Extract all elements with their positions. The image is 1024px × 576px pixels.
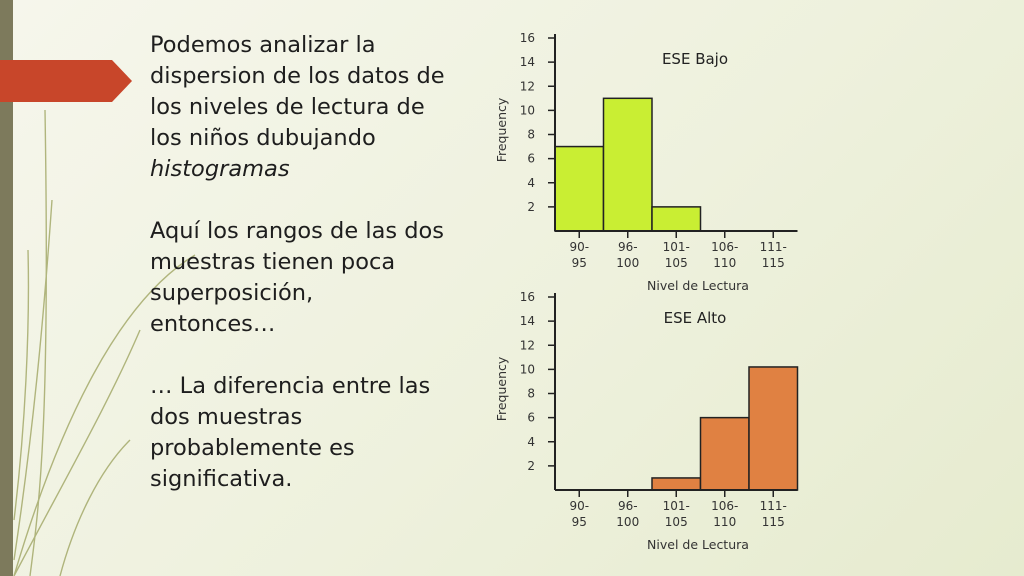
bajo-bar-1 bbox=[602, 97, 653, 232]
alto-ytick-label-3: 8 bbox=[527, 387, 535, 401]
alto-bar-3 bbox=[699, 416, 750, 491]
alto-ytick-label-4: 10 bbox=[520, 362, 535, 376]
alto-ytick-label-1: 4 bbox=[527, 435, 535, 449]
bajo-ytick-label-4: 10 bbox=[520, 103, 535, 117]
histogram-ese-bajo: 2 4 6 8 10 12 14 16 90-95 96-100 101-105 106-110 111… bbox=[480, 28, 798, 300]
alto-title: ESE Alto bbox=[664, 309, 727, 327]
paragraph-1-emphasis: histogramas bbox=[150, 156, 290, 182]
bajo-ytick-label-7: 16 bbox=[520, 31, 535, 45]
bajo-ytick-label-6: 14 bbox=[520, 55, 535, 69]
sidebar-stripe bbox=[0, 0, 13, 576]
alto-bar-4 bbox=[748, 366, 799, 491]
bajo-xtick-label-1: 96-100 bbox=[616, 240, 639, 270]
histogram-ese-alto: 2 4 6 8 10 12 14 16 90-95 96-100 101-105 106-110 111… bbox=[480, 287, 799, 559]
bajo-ytick-label-2: 6 bbox=[527, 152, 535, 166]
bajo-bar-2 bbox=[651, 206, 702, 232]
alto-ytick-label-7: 16 bbox=[520, 290, 535, 304]
alto-xlabel: Nivel de Lectura bbox=[647, 537, 749, 552]
bajo-ytick-label-3: 8 bbox=[527, 128, 535, 142]
histogram-ese-alto-svg: 2 4 6 8 10 12 14 16 90-95 96-100 101-105 106-110 111… bbox=[494, 290, 799, 552]
bajo-xtick-label-3: 106-110 bbox=[711, 240, 738, 270]
bajo-ytick-label-0: 2 bbox=[527, 200, 535, 214]
alto-ylabel: Frequency bbox=[494, 356, 509, 421]
bajo-xtick-label-2: 101-105 bbox=[663, 240, 690, 270]
bajo-ylabel: Frequency bbox=[494, 97, 509, 162]
bajo-xlabel: Nivel de Lectura bbox=[647, 278, 749, 293]
alto-xtick-label-3: 106-110 bbox=[711, 499, 738, 529]
bajo-title: ESE Bajo bbox=[662, 50, 728, 68]
bajo-ytick-label-1: 4 bbox=[527, 176, 535, 190]
paragraph-3: … La diferencia entre las dos muestras p… bbox=[150, 373, 431, 492]
paragraph-1-text: Podemos analizar la dispersion de los da… bbox=[150, 32, 445, 151]
title-accent-arrow bbox=[0, 60, 132, 102]
histogram-ese-bajo-svg: 2 4 6 8 10 12 14 16 90-95 96-100 101-105 106-110 111… bbox=[494, 31, 798, 293]
alto-xtick-label-1: 96-100 bbox=[616, 499, 639, 529]
paragraph-2: Aquí los rangos de las dos muestras tien… bbox=[150, 218, 445, 337]
paragraph-1: Podemos analizar la dispersion de los da… bbox=[150, 30, 445, 185]
alto-ytick-label-6: 14 bbox=[520, 314, 535, 328]
bajo-xtick-label-0: 90-95 bbox=[569, 240, 589, 270]
bajo-ytick-label-5: 12 bbox=[520, 79, 535, 93]
alto-xtick-label-0: 90-95 bbox=[569, 499, 589, 529]
alto-ytick-label-0: 2 bbox=[527, 459, 535, 473]
bajo-xtick-label-4: 111-115 bbox=[760, 240, 787, 270]
alto-ytick-label-5: 12 bbox=[520, 338, 535, 352]
alto-xtick-label-2: 101-105 bbox=[663, 499, 690, 529]
bajo-bar-0 bbox=[554, 145, 605, 232]
decorative-vines bbox=[13, 109, 196, 576]
alto-ytick-label-2: 6 bbox=[527, 411, 535, 425]
alto-bar-2 bbox=[651, 477, 702, 491]
alto-xtick-label-4: 111-115 bbox=[760, 499, 787, 529]
slide-text: Podemos analizar la dispersion de los da… bbox=[150, 30, 445, 495]
